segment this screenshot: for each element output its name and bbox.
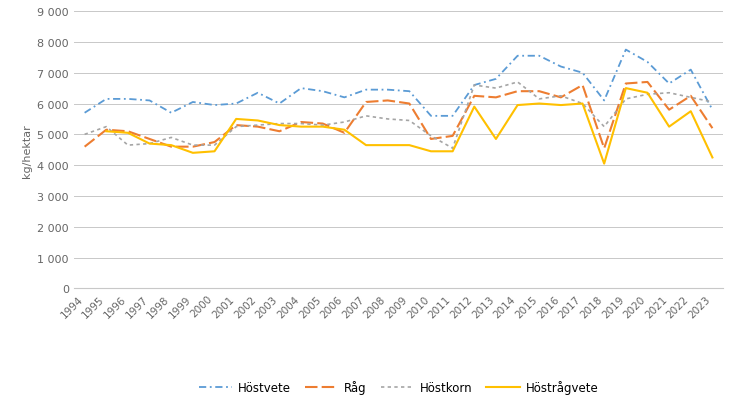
Legend: Höstvete, Råg, Höstkorn, Höstrågvete: Höstvete, Råg, Höstkorn, Höstrågvete bbox=[194, 376, 603, 399]
Y-axis label: kg/hektar: kg/hektar bbox=[21, 124, 32, 177]
